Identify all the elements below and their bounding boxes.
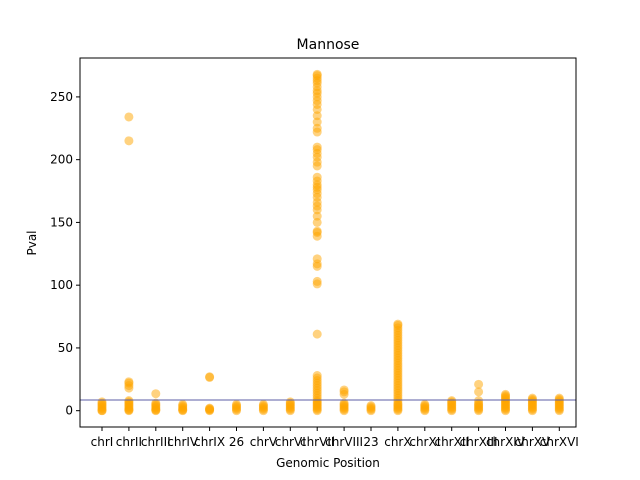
data-point (97, 397, 107, 407)
points-layer (97, 69, 564, 416)
x-tick-label: 26 (229, 435, 244, 449)
data-point (312, 217, 322, 227)
x-axis-title: Genomic Position (276, 456, 380, 470)
data-point (312, 123, 322, 133)
data-point (447, 396, 457, 406)
data-point (232, 399, 241, 409)
x-tick-label: chrXIV (486, 435, 526, 449)
data-point (312, 211, 322, 221)
data-point (205, 403, 215, 413)
data-point (554, 393, 564, 403)
data-point (124, 377, 134, 387)
x-tick-label: chrIX (194, 435, 225, 449)
x-tick-label: chrIV (167, 435, 199, 449)
data-point (312, 226, 322, 236)
x-tick-label: chrVII (300, 435, 334, 449)
data-point (339, 398, 349, 408)
x-tick-label: chrI (91, 435, 114, 449)
x-tick-label: chrXV (515, 435, 551, 449)
data-point (312, 111, 322, 121)
data-point (258, 399, 268, 409)
data-point (312, 69, 322, 79)
data-point (312, 329, 322, 339)
data-point (527, 393, 537, 403)
data-point (474, 396, 484, 406)
data-point (474, 387, 484, 397)
chart-title: Mannose (297, 37, 360, 53)
data-point (312, 142, 322, 152)
data-point (124, 136, 134, 146)
x-tick-label: chrXVI (540, 435, 579, 449)
data-point (151, 389, 161, 399)
x-tick-label: chrV (250, 435, 278, 449)
data-point (312, 254, 322, 264)
data-point (178, 399, 188, 409)
y-tick-label: 150 (50, 215, 73, 229)
data-point (205, 372, 215, 382)
data-point (474, 379, 484, 389)
y-tick-label: 50 (58, 341, 73, 355)
plot-frame (79, 57, 577, 428)
x-tick-label: chrVIII (325, 435, 363, 449)
x-tick-label: 23 (363, 435, 378, 449)
data-point (124, 396, 134, 406)
data-point (124, 112, 134, 122)
data-point (366, 401, 376, 411)
x-tick-label: chrX (384, 435, 411, 449)
data-point (312, 117, 322, 127)
x-tick-label: chrIII (141, 435, 171, 449)
x-tick-label: chrII (116, 435, 142, 449)
data-point (339, 385, 349, 395)
data-point (312, 172, 322, 182)
data-point (393, 319, 403, 329)
x-tick-label: chrXII (434, 435, 468, 449)
x-tick-label: chrVI (275, 435, 306, 449)
data-point (420, 399, 430, 409)
x-tick-label: chrXI (409, 435, 440, 449)
data-point (501, 389, 510, 399)
data-point (151, 398, 161, 408)
y-tick-label: 200 (50, 153, 73, 167)
data-point (285, 397, 295, 407)
y-tick-label: 250 (50, 90, 73, 104)
y-tick-label: 100 (50, 278, 73, 292)
data-point (312, 276, 322, 286)
y-tick-label: 0 (65, 404, 73, 418)
y-axis: 0 50 100 150 200 250 (50, 90, 80, 418)
x-tick-label: chrXIII (460, 435, 498, 449)
y-axis-title: Pval (25, 230, 39, 255)
data-point (312, 371, 322, 381)
